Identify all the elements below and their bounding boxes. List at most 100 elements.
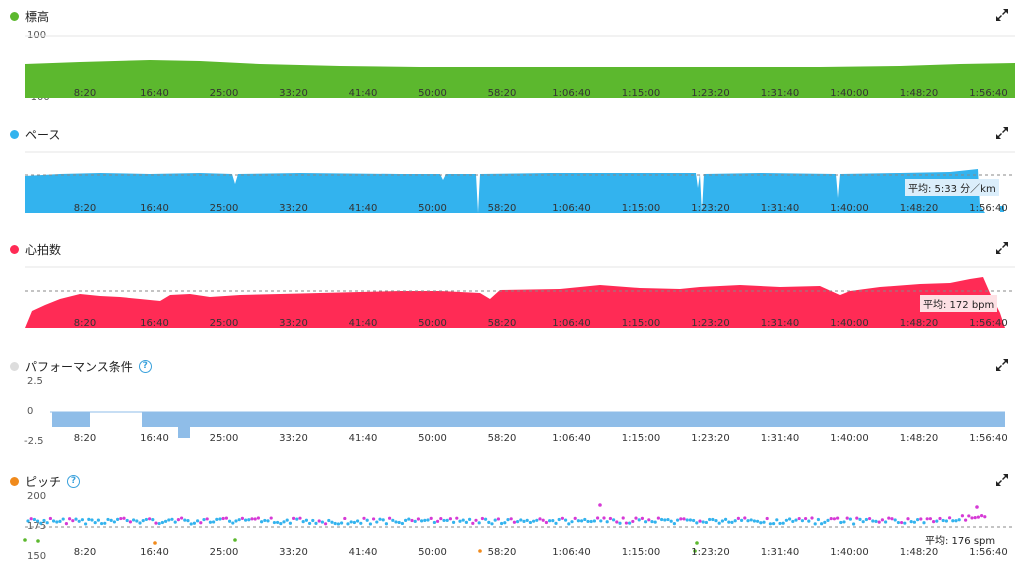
x-tick-label: 1:40:00	[830, 318, 869, 329]
cadence-point	[583, 517, 587, 522]
cadence-point	[199, 521, 203, 525]
cadence-point	[423, 518, 427, 523]
cadence-point	[960, 514, 965, 518]
cadence-legend-dot	[10, 477, 19, 486]
x-tick-label: 1:06:40	[552, 433, 591, 444]
cadence-point	[666, 517, 670, 522]
heart-rate-chart: 8:20 16:40 25:00 33:20 41:40 50:00 58:20 1:06:4…	[25, 266, 1015, 329]
cadence-point	[103, 521, 107, 525]
cadence-point	[586, 519, 590, 524]
cadence-point	[631, 519, 635, 524]
cadence-point	[522, 519, 526, 524]
cadence-point	[672, 522, 677, 526]
cadence-point	[660, 517, 664, 522]
cadence-point	[688, 518, 693, 522]
x-tick-label: 1:23:20	[691, 433, 730, 444]
cadence-point	[45, 521, 49, 525]
cadence-point	[231, 521, 235, 525]
cadence-point	[810, 516, 814, 520]
cadence-point	[153, 541, 157, 545]
cadence-point	[212, 520, 216, 524]
cadence-point	[714, 518, 718, 523]
x-tick-label: 1:56:40	[969, 433, 1008, 444]
cadence-point	[176, 518, 180, 522]
cadence-point	[964, 518, 968, 522]
x-tick-label: 16:40	[140, 203, 169, 214]
cadence-y-mid: 175	[27, 521, 47, 532]
cadence-point	[192, 521, 196, 525]
cadence-point	[400, 521, 404, 526]
cadence-point	[976, 515, 981, 519]
cadence-point	[925, 517, 929, 521]
cadence-point	[967, 514, 971, 518]
cadence-point	[256, 516, 260, 520]
cadence-point	[80, 518, 84, 522]
cadence-point	[148, 517, 152, 521]
cadence-point	[109, 518, 113, 523]
cadence-point	[122, 516, 126, 520]
cadence-point	[528, 520, 533, 525]
cadence-point	[807, 519, 811, 523]
cadence-point	[263, 518, 267, 523]
x-tick-label: 1:06:40	[552, 203, 591, 214]
cadence-point	[478, 549, 482, 553]
cadence-point	[935, 519, 939, 523]
x-tick-label: 1:48:20	[900, 433, 939, 444]
cadence-point	[64, 522, 68, 526]
x-tick-label: 41:40	[349, 547, 378, 558]
pace-chart: 8:20 16:40 25:00 33:20 41:40 50:00 58:20 1:06:4…	[25, 151, 1015, 214]
cadence-point	[733, 519, 737, 523]
cadence-point	[608, 516, 613, 521]
expand-arrows-icon[interactable]	[996, 474, 1008, 486]
x-tick-label: 1:23:20	[691, 203, 730, 214]
cadence-point	[436, 519, 440, 523]
cadence-point	[916, 518, 920, 522]
cadence-point	[77, 519, 81, 523]
cadence-point	[151, 518, 155, 522]
x-tick-label: 58:20	[488, 203, 517, 214]
cadence-point	[951, 519, 955, 523]
x-tick-label: 1:56:40	[969, 318, 1008, 329]
x-tick-label: 1:56:40	[969, 547, 1008, 558]
question-circle-icon[interactable]: ?	[138, 360, 152, 373]
performance-y-top: 2.5	[27, 376, 43, 387]
expand-arrows-icon[interactable]	[996, 242, 1008, 254]
cadence-point	[589, 519, 593, 524]
cadence-point	[346, 522, 350, 526]
question-circle-icon[interactable]: ?	[67, 475, 81, 488]
x-tick-label: 33:20	[279, 547, 308, 558]
cadence-point	[32, 517, 37, 522]
cadence-point	[180, 516, 184, 520]
cadence-point	[823, 520, 827, 524]
cadence-point	[202, 517, 206, 522]
x-tick-label: 25:00	[210, 88, 239, 99]
cadence-point	[439, 517, 443, 521]
cadence-chart: 8:20 16:40 25:00 33:20 41:40 50:00 58:20 1:06:4…	[23, 503, 1015, 558]
x-tick-label: 1:06:40	[552, 547, 591, 558]
cadence-point	[26, 519, 30, 523]
cadence-point	[701, 520, 705, 524]
cadence-point	[426, 518, 430, 522]
cadence-point	[295, 517, 299, 521]
cadence-point	[448, 517, 452, 521]
cadence-point	[445, 518, 449, 522]
cadence-point	[634, 516, 638, 520]
expand-arrows-icon[interactable]	[996, 359, 1008, 371]
heart-rate-average-label: 平均: 172 bpm	[920, 295, 998, 312]
cadence-point	[573, 516, 577, 520]
cadence-point	[356, 519, 360, 523]
cadence-point	[276, 520, 280, 525]
expand-arrows-icon[interactable]	[996, 127, 1008, 139]
expand-arrows-icon[interactable]	[996, 9, 1008, 21]
pace-title: ペース	[10, 126, 60, 143]
cadence-point	[628, 521, 632, 525]
cadence-point	[954, 519, 958, 523]
cadence-point	[84, 522, 88, 526]
cadence-point	[647, 518, 651, 522]
cadence-point	[474, 518, 478, 522]
pace-legend-dot	[10, 130, 19, 139]
cadence-point	[183, 518, 187, 522]
x-tick-label: 1:15:00	[622, 88, 661, 99]
x-tick-label: 8:20	[74, 88, 96, 99]
cadence-average-label: 平均: 176 spm	[925, 536, 996, 547]
